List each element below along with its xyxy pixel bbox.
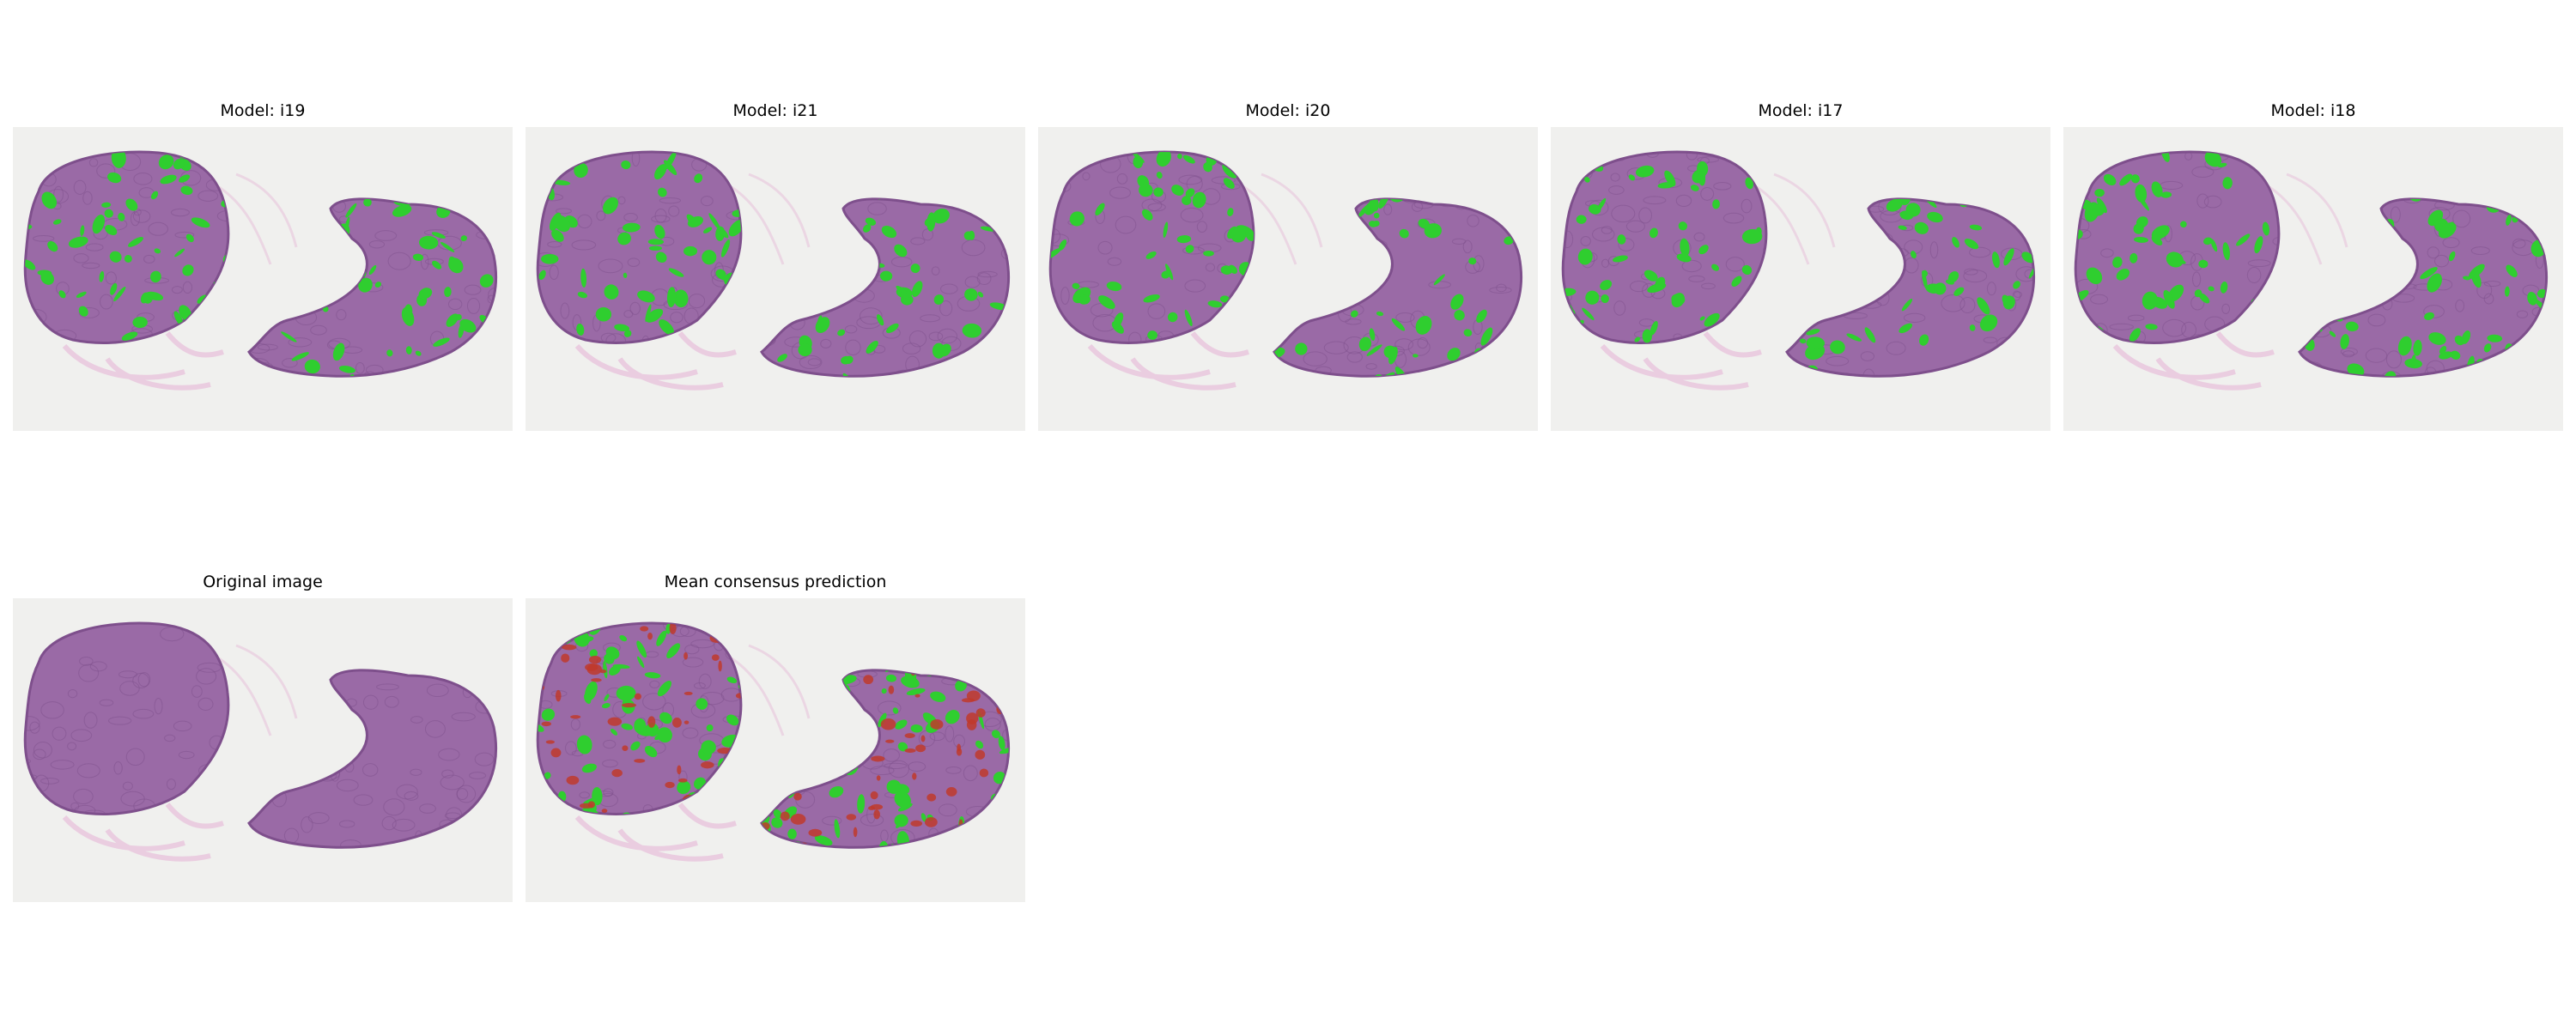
tissue-image xyxy=(526,598,1025,902)
tissue-image xyxy=(1038,127,1538,431)
tissue-image xyxy=(13,598,513,902)
panel-title: Mean consensus prediction xyxy=(664,573,887,591)
panel-title: Model: i21 xyxy=(732,101,818,120)
panel-title: Original image xyxy=(203,573,323,591)
panel-title: Model: i18 xyxy=(2270,101,2356,120)
tissue-image xyxy=(1551,127,2050,431)
tissue-image xyxy=(526,127,1025,431)
panel-title: Model: i17 xyxy=(1758,101,1844,120)
panel-title: Model: i19 xyxy=(220,101,306,120)
tissue-image xyxy=(13,127,513,431)
panel-title: Model: i20 xyxy=(1245,101,1331,120)
tissue-image xyxy=(2063,127,2563,431)
